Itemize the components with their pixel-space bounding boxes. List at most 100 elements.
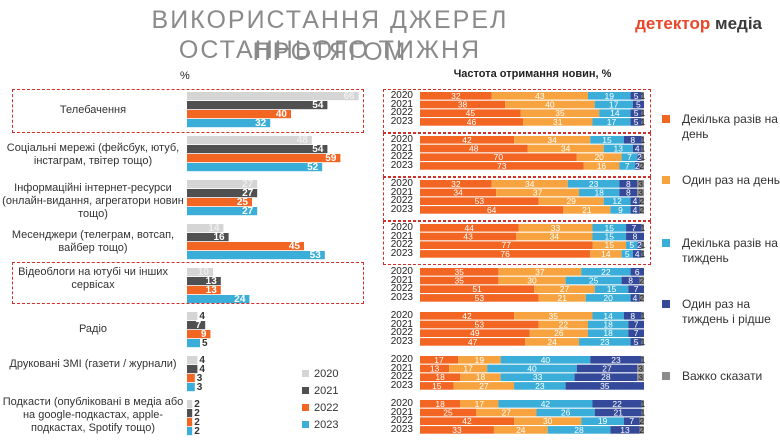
right-segment-value: 7 bbox=[632, 223, 637, 233]
right-year-label: 2021 bbox=[390, 318, 413, 330]
right-stacked-segment bbox=[637, 188, 644, 197]
right-stacked-segment bbox=[574, 373, 638, 381]
right-segment-value: 40 bbox=[545, 100, 555, 110]
right-segment-value: 17 bbox=[475, 399, 485, 409]
right-segment-value: 2 bbox=[639, 196, 644, 206]
right-stacked-segment bbox=[460, 373, 501, 381]
right-segment-value: 2 bbox=[637, 240, 642, 250]
left-legend-item: 2023 bbox=[302, 419, 338, 431]
right-stacked-segment bbox=[639, 417, 644, 425]
left-bar bbox=[187, 224, 224, 233]
logo: детектор медіа bbox=[635, 14, 762, 34]
left-legend-swatch bbox=[302, 421, 309, 428]
right-segment-value: 2 bbox=[639, 416, 644, 426]
right-segment-value: 25 bbox=[443, 408, 453, 418]
right-segment-value: 34 bbox=[561, 144, 571, 154]
right-stacked-segment bbox=[514, 382, 566, 390]
right-stacked-segment bbox=[516, 232, 593, 241]
right-stacked-segment bbox=[639, 426, 644, 434]
right-stacked-segment bbox=[641, 153, 644, 161]
left-bar bbox=[187, 154, 341, 163]
right-year-label: 2022 bbox=[390, 195, 413, 207]
right-segment-value: 1 bbox=[641, 108, 646, 118]
left-category-label: Месенджери (телеграм, вотсап, вайбер тощ… bbox=[11, 229, 175, 254]
right-stacked-segment bbox=[630, 338, 642, 346]
left-bar-value: 16 bbox=[213, 232, 225, 243]
right-segment-value: 5 bbox=[636, 100, 641, 110]
right-segment-value: 13 bbox=[620, 425, 630, 435]
right-segment-value: 32 bbox=[451, 91, 461, 101]
right-stacked-segment bbox=[626, 241, 638, 249]
right-stacked-segment bbox=[588, 92, 631, 100]
right-segment-value: 2 bbox=[639, 161, 644, 171]
right-stacked-segment bbox=[630, 197, 640, 205]
right-year-label: 2023 bbox=[390, 380, 413, 392]
right-stacked-segment bbox=[592, 224, 627, 232]
right-stacked-segment bbox=[641, 92, 644, 100]
left-bar bbox=[187, 330, 211, 339]
right-segment-value: 35 bbox=[454, 276, 464, 286]
right-stacked-segment bbox=[623, 312, 642, 320]
right-segment-value: 44 bbox=[465, 223, 475, 233]
right-stacked-segment bbox=[538, 197, 604, 205]
highlight-internet-right bbox=[383, 177, 651, 221]
right-segment-value: 15 bbox=[605, 240, 615, 250]
left-bar bbox=[187, 427, 193, 436]
right-segment-value: 18 bbox=[603, 328, 613, 338]
right-segment-value: 22 bbox=[601, 267, 611, 277]
right-segment-value: 27 bbox=[502, 408, 512, 418]
left-legend-item: 2022 bbox=[302, 402, 338, 414]
right-stacked-segment bbox=[420, 250, 591, 258]
right-stacked-segment bbox=[565, 382, 644, 390]
left-bar-value: 52 bbox=[307, 162, 319, 173]
right-stacked-segment bbox=[637, 241, 642, 249]
right-segment-value: 13 bbox=[614, 144, 624, 154]
left-bar-value: 54 bbox=[312, 144, 324, 155]
right-stacked-segment bbox=[594, 285, 629, 293]
right-segment-value: 33 bbox=[533, 372, 543, 382]
right-stacked-segment bbox=[498, 400, 593, 408]
right-legend-label: Декілька разів на тиждень bbox=[682, 236, 778, 265]
right-year-label: 2021 bbox=[390, 186, 413, 198]
right-stacked-segment bbox=[639, 162, 644, 170]
right-stacked-segment bbox=[534, 285, 595, 293]
right-year-label: 2020 bbox=[390, 178, 413, 189]
left-chart-unit: % bbox=[180, 70, 190, 82]
right-segment-value: 53 bbox=[475, 293, 485, 303]
right-segment-value: 53 bbox=[475, 320, 485, 330]
right-segment-value: 13 bbox=[430, 364, 440, 374]
right-stacked-segment bbox=[420, 118, 524, 126]
left-bar bbox=[187, 180, 258, 189]
right-stacked-segment bbox=[458, 356, 501, 364]
left-bar-value: 54 bbox=[312, 100, 324, 111]
left-legend-swatch bbox=[302, 370, 309, 377]
right-segment-value: 32 bbox=[451, 179, 461, 189]
logo-brand: детектор bbox=[635, 14, 711, 33]
page-title-line-1: ВИКОРИСТАННЯ ДЖЕРЕЛ ПРОТЯГОМ bbox=[151, 6, 509, 66]
right-stacked-segment bbox=[500, 356, 591, 364]
right-segment-value: 42 bbox=[541, 399, 551, 409]
left-legend-label: 2022 bbox=[314, 402, 339, 414]
right-segment-value: 15 bbox=[607, 284, 617, 294]
right-legend-label: Важко сказати bbox=[682, 369, 763, 383]
right-segment-value: 27 bbox=[602, 364, 612, 374]
left-bar-value: 2 bbox=[194, 417, 200, 428]
right-stacked-segment bbox=[641, 356, 644, 364]
right-stacked-segment bbox=[639, 276, 644, 285]
left-bar bbox=[187, 268, 213, 277]
left-legend-swatch bbox=[302, 404, 309, 411]
right-segment-value: 33 bbox=[551, 223, 561, 233]
right-stacked-segment bbox=[603, 197, 631, 205]
left-legend-item: 2020 bbox=[302, 368, 338, 380]
right-stacked-segment bbox=[514, 312, 593, 320]
right-year-label: 2023 bbox=[390, 160, 413, 172]
right-stacked-segment bbox=[632, 100, 644, 109]
right-year-label: 2020 bbox=[390, 134, 413, 145]
right-segment-value: 27 bbox=[479, 381, 489, 391]
right-segment-value: 2 bbox=[635, 161, 640, 171]
right-segment-value: 34 bbox=[453, 188, 463, 198]
right-segment-value: 30 bbox=[527, 276, 537, 286]
right-segment-value: 35 bbox=[600, 381, 610, 391]
right-segment-value: 1 bbox=[641, 240, 646, 250]
